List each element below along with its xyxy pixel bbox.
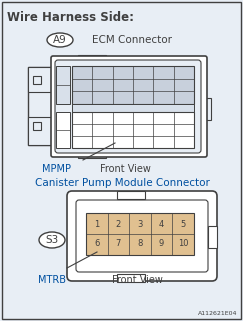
Text: A112621E04: A112621E04 (198, 311, 237, 316)
Bar (78, 150, 106, 158)
Text: 8: 8 (137, 239, 143, 248)
FancyBboxPatch shape (55, 60, 201, 153)
Ellipse shape (47, 33, 73, 47)
Text: 4: 4 (159, 220, 164, 229)
Text: MPMP: MPMP (42, 164, 71, 174)
FancyBboxPatch shape (76, 200, 208, 272)
Bar (72, 66, 194, 104)
Text: 1: 1 (94, 220, 99, 229)
Text: Wire Harness Side:: Wire Harness Side: (7, 11, 134, 24)
Text: A9: A9 (53, 35, 67, 45)
Ellipse shape (39, 232, 65, 248)
Bar (78, 55, 106, 63)
Text: Canister Pump Module Connector: Canister Pump Module Connector (35, 178, 209, 188)
Text: 3: 3 (137, 220, 143, 229)
Bar (28, 117, 56, 145)
Bar (33, 76, 41, 84)
Text: 2: 2 (116, 220, 121, 229)
Bar (203, 98, 211, 120)
Bar (117, 274, 145, 282)
FancyBboxPatch shape (51, 56, 207, 157)
Bar (86, 213, 194, 255)
Text: 9: 9 (159, 239, 164, 248)
Text: S3: S3 (45, 235, 59, 245)
Bar (56, 66, 70, 104)
Bar (28, 67, 56, 145)
Bar (208, 226, 217, 248)
Text: 7: 7 (116, 239, 121, 248)
Bar (117, 191, 145, 199)
FancyBboxPatch shape (67, 191, 217, 281)
Bar (72, 112, 194, 148)
Bar (28, 67, 56, 92)
Text: MTRB: MTRB (38, 275, 66, 285)
Bar (72, 104, 194, 112)
Text: 6: 6 (94, 239, 99, 248)
Text: 5: 5 (181, 220, 186, 229)
Text: 10: 10 (178, 239, 189, 248)
Text: Front View: Front View (112, 275, 163, 285)
Text: Front View: Front View (100, 164, 151, 174)
Bar (56, 112, 70, 148)
Text: ECM Connector: ECM Connector (92, 35, 172, 45)
Bar (33, 122, 41, 130)
